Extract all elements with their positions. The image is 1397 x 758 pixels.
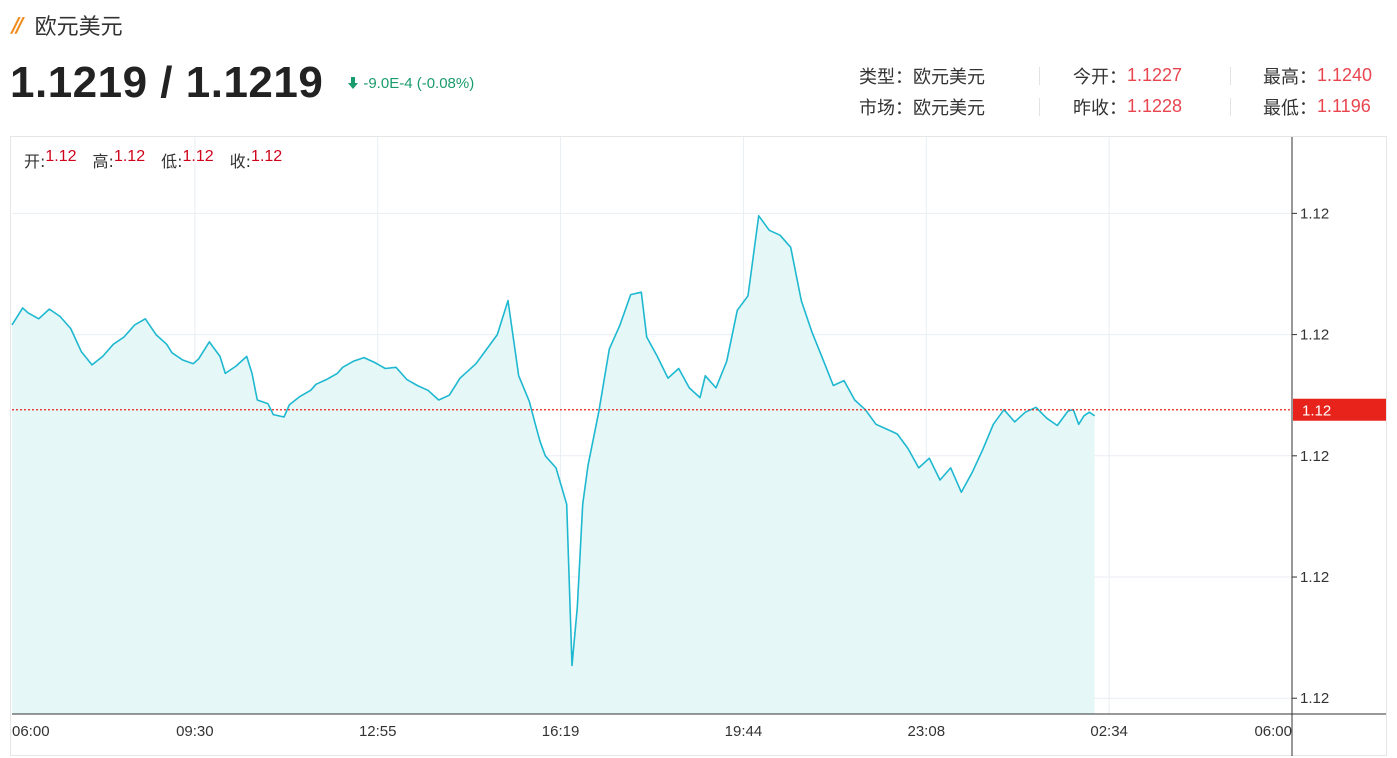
price-change: -9.0E-4 (-0.08%): [347, 75, 474, 92]
x-tick-label: 16:19: [542, 723, 580, 740]
stat-high: 最高： 1.1240: [1231, 63, 1387, 89]
stat-prev-close-value: 1.1228: [1127, 96, 1183, 116]
y-tick-label: 1.12: [1300, 569, 1329, 586]
ohlc-high-label: 高:: [92, 152, 114, 171]
stat-prev-close-label: 昨收：: [1073, 97, 1127, 119]
price-line: [11, 215, 1096, 667]
stat-low: 最低： 1.1196: [1231, 94, 1387, 120]
ohlc-close-label: 收:: [229, 152, 252, 171]
chart-frame[interactable]: [10, 136, 1387, 756]
page-title: 欧元美元: [34, 15, 123, 40]
stat-open-value: 1.1227: [1127, 65, 1183, 85]
x-tick-label: 06:00: [1254, 723, 1292, 740]
x-tick-label: 09:30: [176, 723, 214, 740]
divider: [1039, 97, 1040, 116]
divider: [1230, 66, 1231, 85]
stat-market: 市场： 欧元美元: [859, 94, 1039, 120]
stat-open-label: 今开：: [1073, 66, 1127, 88]
x-tick-label: 23:08: [908, 723, 946, 740]
arrow-down-icon: [348, 77, 359, 89]
ohlc-readout: 开: 1.12 高: 1.12 低: 1.12 收: 1.12: [24, 148, 298, 172]
stats-row-1: 类型： 欧元美元 今开： 1.1227 最高： 1.1240: [859, 60, 1387, 91]
y-tick-label: 1.12: [1300, 205, 1329, 222]
quote-stats: 类型： 欧元美元 今开： 1.1227 最高： 1.1240 市场： 欧元美元 …: [859, 60, 1387, 122]
divider: [1230, 97, 1231, 116]
ohlc-close-value: 1.12: [251, 148, 283, 165]
y-tick-label: 1.12: [1300, 448, 1329, 465]
bid-ask-price: 1.1219 / 1.1219: [10, 58, 324, 107]
current-price-badge: [1293, 398, 1386, 421]
stat-type: 类型： 欧元美元: [859, 63, 1039, 89]
stat-open: 今开： 1.1227: [1040, 63, 1230, 89]
y-tick-label: 1.12: [1300, 690, 1329, 707]
ohlc-low-label: 低:: [161, 152, 183, 171]
ohlc-low: 低: 1.12: [161, 148, 214, 172]
x-tick-label: 19:44: [725, 723, 763, 740]
stat-market-value: 欧元美元: [913, 97, 985, 118]
price-row: 1.1219 / 1.1219 -9.0E-4 (-0.08%): [10, 58, 474, 108]
price-change-text: -9.0E-4 (-0.08%): [363, 74, 475, 92]
stats-row-2: 市场： 欧元美元 昨收： 1.1228 最低： 1.1196: [859, 91, 1387, 122]
stat-prev-close: 昨收： 1.1228: [1040, 94, 1230, 120]
ohlc-high: 高: 1.12: [93, 148, 146, 172]
x-tick-label: 12:55: [359, 723, 397, 740]
y-tick-label: 1.12: [1300, 327, 1329, 344]
ohlc-open: 开: 1.12: [24, 148, 77, 172]
price-area: [12, 215, 1095, 715]
ohlc-open-label: 开:: [24, 152, 46, 171]
stat-type-value: 欧元美元: [913, 66, 985, 87]
ohlc-high-value: 1.12: [113, 148, 146, 165]
stat-market-label: 市场：: [859, 97, 913, 119]
ohlc-open-value: 1.12: [45, 148, 77, 165]
x-tick-label: 02:34: [1090, 723, 1128, 740]
ohlc-low-value: 1.12: [182, 148, 214, 165]
current-price-label: 1.12: [1302, 403, 1331, 420]
stat-low-label: 最低：: [1263, 97, 1317, 119]
stat-type-label: 类型：: [859, 66, 913, 88]
divider: [1039, 66, 1040, 85]
stat-low-value: 1.1196: [1317, 96, 1371, 116]
brand-slash-icon: //: [12, 13, 23, 37]
ohlc-close: 收: 1.12: [230, 148, 283, 172]
stat-high-value: 1.1240: [1317, 65, 1373, 85]
stat-high-label: 最高：: [1263, 66, 1317, 88]
title-row: // 欧元美元: [12, 8, 123, 42]
x-tick-label: 06:00: [12, 723, 50, 740]
